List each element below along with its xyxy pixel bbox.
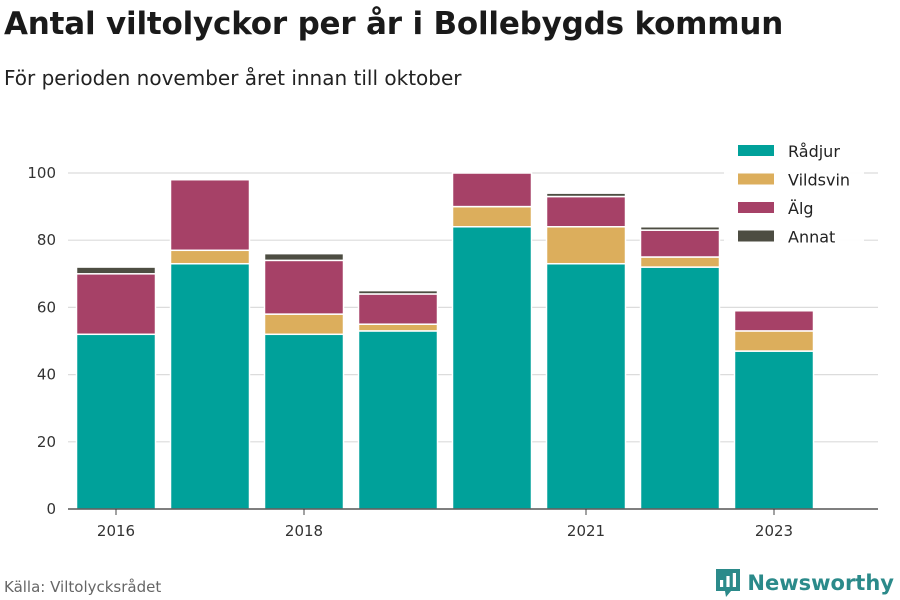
x-tick-label: 2021 xyxy=(567,522,605,540)
bar-segment xyxy=(545,262,627,510)
bar-segment xyxy=(733,350,815,510)
bar-segment xyxy=(169,178,251,252)
y-tick-label: 20 xyxy=(37,433,56,451)
bars xyxy=(75,172,815,510)
legend-swatch xyxy=(738,173,774,185)
bar-segment xyxy=(169,262,251,510)
x-tick-label: 2016 xyxy=(97,522,135,540)
bar-segment xyxy=(75,266,157,275)
bar-segment xyxy=(263,313,345,336)
legend-label: Annat xyxy=(788,228,835,247)
y-tick-label: 60 xyxy=(37,298,56,316)
bar-segment xyxy=(75,333,157,510)
x-tick-label: 2018 xyxy=(285,522,323,540)
chart-title: Antal viltolyckor per år i Bollebygds ko… xyxy=(4,6,784,42)
bar-segment xyxy=(263,333,345,510)
brand-logo: Newsworthy xyxy=(715,568,894,598)
legend-swatch xyxy=(738,230,774,242)
legend-label: Vildsvin xyxy=(788,171,850,190)
bar-segment xyxy=(357,289,439,295)
bar-segment xyxy=(545,195,627,228)
y-tick-label: 80 xyxy=(37,231,56,249)
bar-segment xyxy=(169,249,251,265)
brand-name: Newsworthy xyxy=(747,571,894,595)
legend-swatch xyxy=(738,145,774,156)
legend: Rådjur Vildsvin Älg Annat xyxy=(724,132,864,250)
bar-segment xyxy=(733,310,815,332)
source-note: Källa: Viltolycksrådet xyxy=(4,578,162,596)
bar-segment xyxy=(451,205,533,228)
y-tick-label: 100 xyxy=(27,164,56,182)
chart-subtitle: För perioden november året innan till ok… xyxy=(4,66,462,90)
bar-segment xyxy=(357,330,439,510)
legend-swatch xyxy=(738,202,774,213)
bar-segment xyxy=(75,273,157,336)
bar-segment xyxy=(357,293,439,325)
bar-segment xyxy=(639,229,721,258)
bar-segment xyxy=(545,226,627,265)
bar-segment xyxy=(639,256,721,268)
newsworthy-logo-icon xyxy=(716,569,741,597)
bar-segment xyxy=(639,226,721,231)
x-tick-label: 2023 xyxy=(755,522,793,540)
bar-segment xyxy=(451,226,533,510)
bar-segment xyxy=(357,323,439,332)
legend-label: Rådjur xyxy=(788,142,840,161)
y-tick-label: 0 xyxy=(46,500,56,518)
bar-segment xyxy=(545,192,627,198)
bar-segment xyxy=(451,172,533,208)
bar-segment xyxy=(263,259,345,315)
axes: 0 20 40 60 80 100 2016 2018 2021 2023 xyxy=(27,164,878,540)
bar-segment xyxy=(733,330,815,352)
bar-segment xyxy=(639,266,721,510)
legend-label: Älg xyxy=(788,199,814,218)
y-tick-label: 40 xyxy=(37,366,56,384)
bar-segment xyxy=(263,252,345,262)
